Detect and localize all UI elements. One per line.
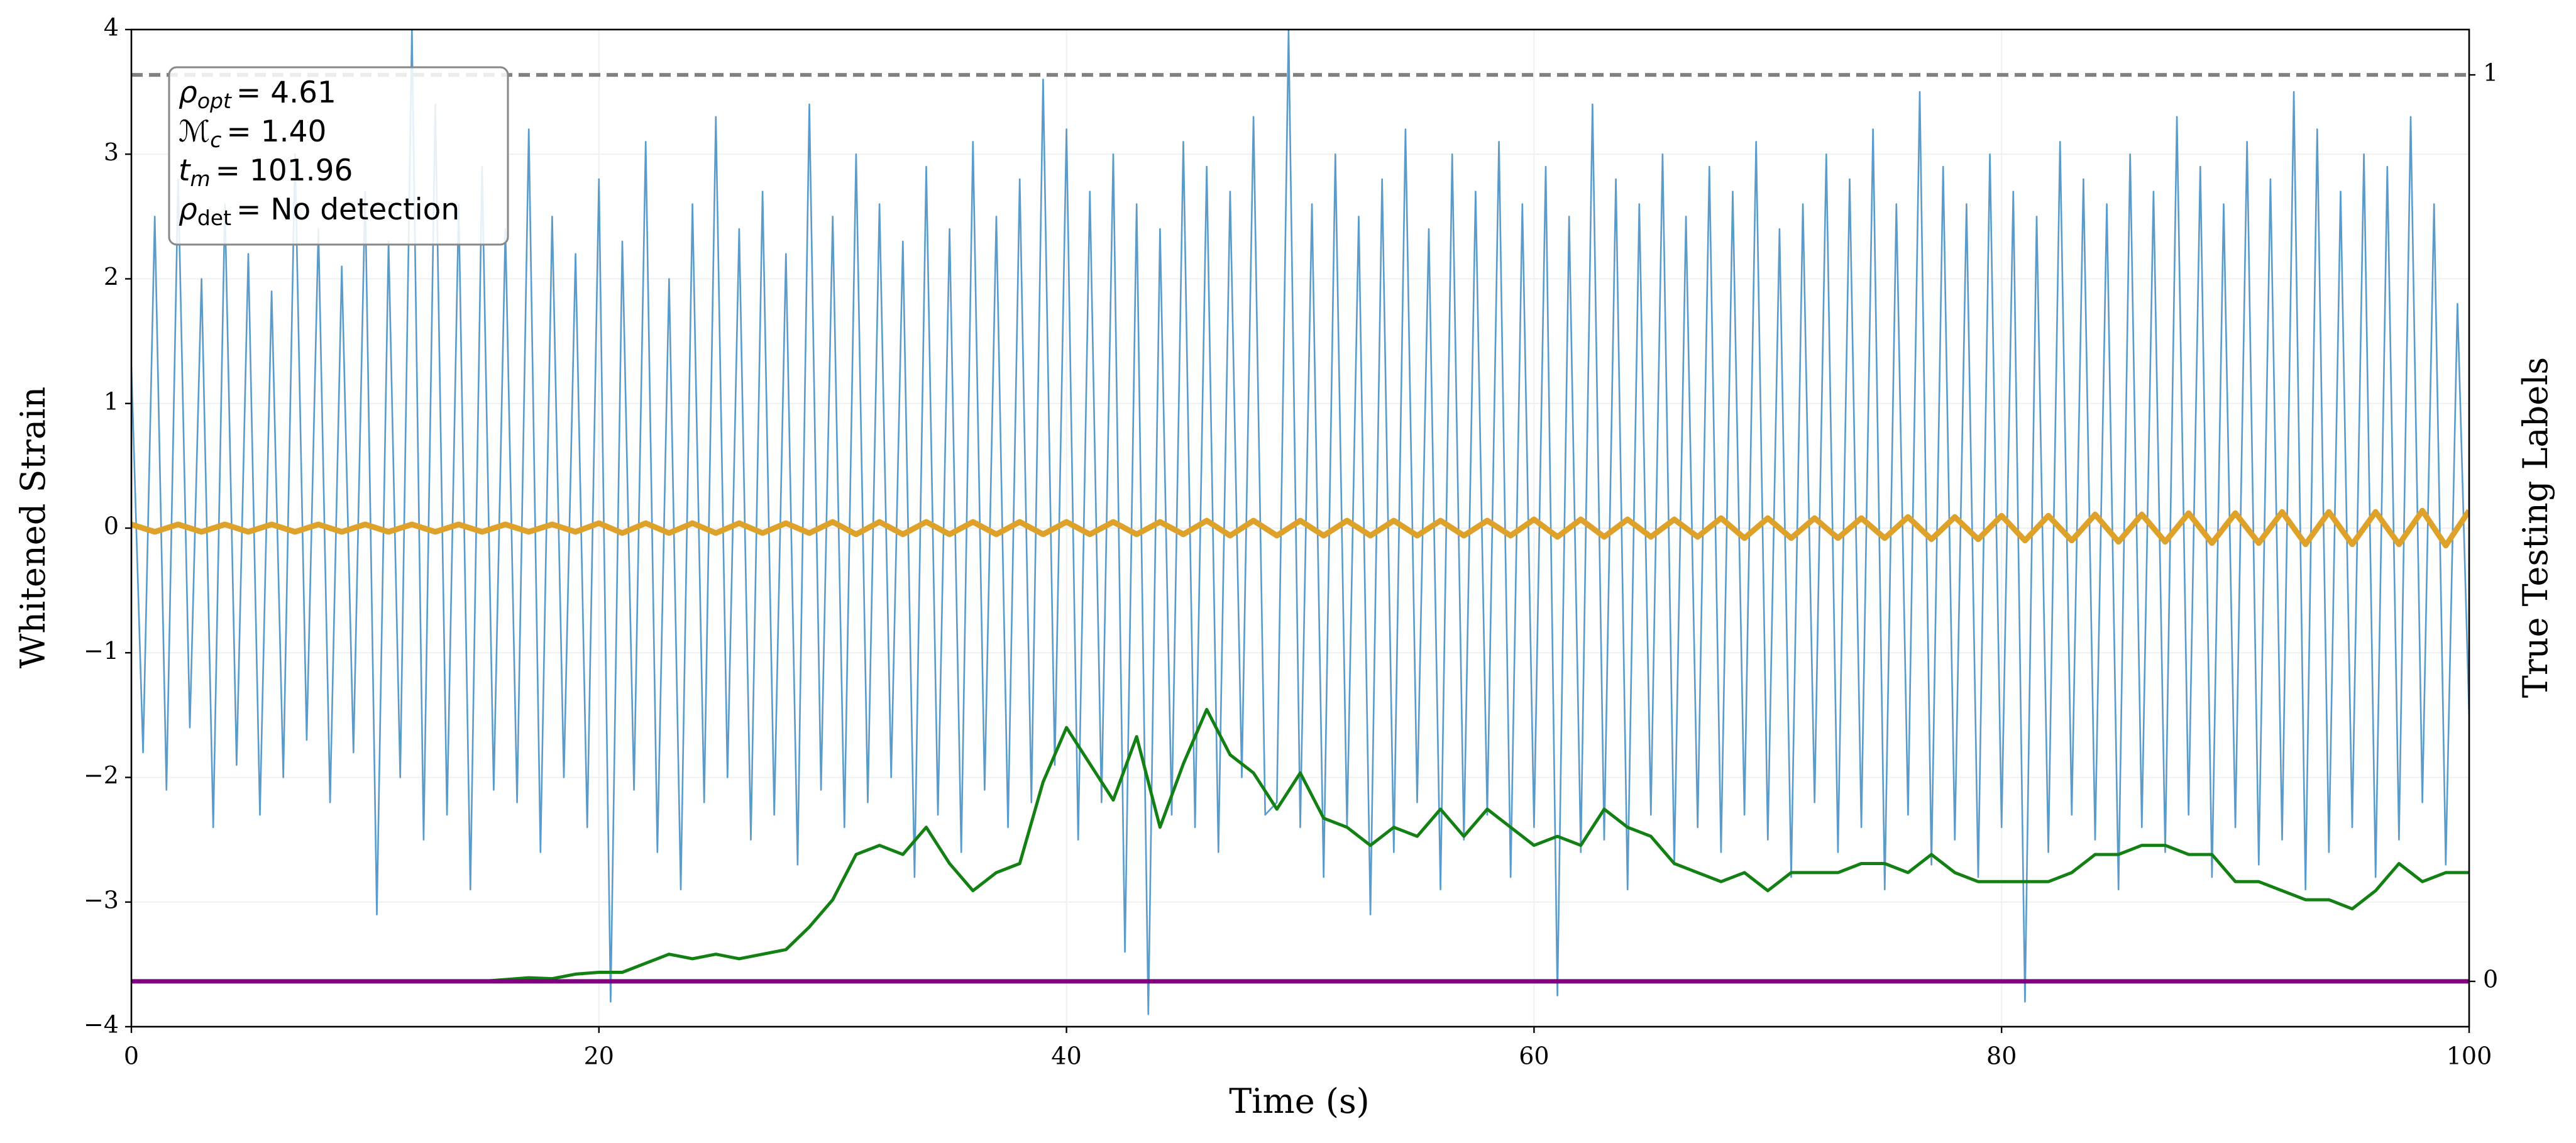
x-tick-label: 80 [1986, 1042, 2017, 1070]
annotation-symbol: ρ [179, 75, 197, 110]
y-tick-label: −3 [84, 886, 119, 914]
x-tick-label: 20 [584, 1042, 614, 1070]
plot-area [131, 30, 2469, 1015]
annotation: ρopt = 4.61 [179, 75, 336, 113]
x-axis-label: Time (s) [1229, 1081, 1369, 1121]
annotation-text: = 1.40 [226, 114, 326, 149]
x-tick-label: 0 [124, 1042, 139, 1070]
annotation-symbol: t [179, 153, 191, 188]
annotation-subscript: opt [197, 89, 232, 113]
x-tick-label: 100 [2447, 1042, 2492, 1070]
y-tick-label: 2 [104, 263, 119, 290]
y-tick-label: −2 [84, 761, 119, 789]
annotation-subscript: det [197, 206, 231, 230]
annotation: tm = 101.96 [179, 153, 353, 191]
annotation: ℳc = 1.40 [179, 114, 326, 152]
annotation: ρdet = No detection [179, 192, 460, 230]
y-tick-label: −4 [84, 1011, 119, 1039]
y-tick-label: 1 [104, 387, 119, 415]
x-tick-label: 60 [1519, 1042, 1549, 1070]
y-tick-label: 4 [104, 14, 119, 41]
y2-tick-label: 1 [2483, 59, 2498, 87]
annotation-subscript: m [190, 167, 210, 191]
annotation-subscript: c [210, 128, 221, 152]
series-line [131, 507, 2469, 549]
annotation-symbol: ℳ [179, 114, 210, 149]
annotation-text: = 4.61 [236, 75, 336, 110]
annotation-box [168, 66, 509, 246]
y-tick-label: 0 [104, 512, 119, 540]
y2-axis-label: True Testing Labels [2516, 357, 2555, 698]
y-tick-label: 3 [104, 138, 119, 166]
x-tick-label: 40 [1051, 1042, 1081, 1070]
annotation-symbol: ρ [179, 192, 197, 227]
annotation-text: = 101.96 [216, 153, 353, 188]
annotation-text: = No detection [236, 192, 460, 227]
y-axis-label: Whitened Strain [13, 387, 53, 668]
y2-tick-label: 0 [2483, 965, 2498, 993]
series-line [131, 707, 2469, 983]
series-line [131, 30, 2469, 1015]
y-tick-label: −1 [84, 637, 119, 665]
